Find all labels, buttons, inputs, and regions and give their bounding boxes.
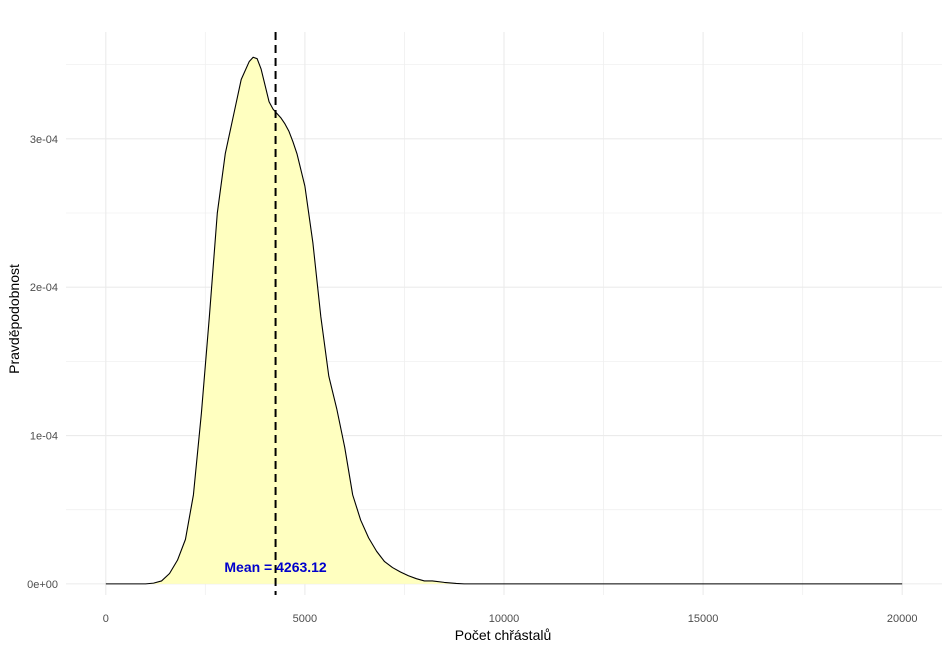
- x-tick-label: 10000: [489, 613, 520, 625]
- x-tick-label: 0: [103, 613, 109, 625]
- x-axis-title: Počet chřástalů: [455, 627, 552, 643]
- y-tick-label: 2e-04: [30, 282, 58, 294]
- y-tick-label: 3e-04: [30, 134, 58, 146]
- x-tick-label: 20000: [887, 613, 918, 625]
- y-axis-title: Pravděpodobnost: [6, 264, 22, 374]
- x-tick-label: 15000: [688, 613, 719, 625]
- x-tick-label: 5000: [293, 613, 317, 625]
- y-tick-label: 0e+00: [27, 579, 58, 591]
- mean-label: Mean = 4263.12: [224, 559, 327, 575]
- y-tick-label: 1e-04: [30, 431, 58, 443]
